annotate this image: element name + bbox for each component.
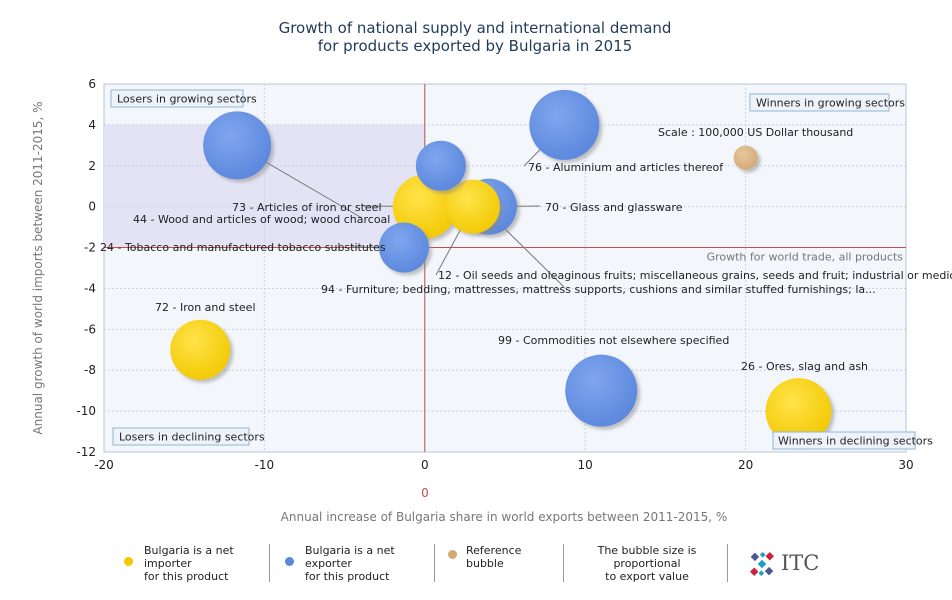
quadrant-text-top-right: Winners in growing sectors xyxy=(756,97,905,110)
itc-logo-mark-icon xyxy=(749,551,775,577)
x-tick-label: 20 xyxy=(738,458,753,472)
x-tick-label: 0 xyxy=(421,458,429,472)
chart-title-line1: Growth of national supply and internatio… xyxy=(279,19,672,37)
quadrant-text-bottom-left: Losers in declining sectors xyxy=(119,431,265,444)
quadrant-label-bottom-right: Winners in declining sectors xyxy=(772,431,933,450)
legend: Bulgaria is a net importer for this prod… xyxy=(112,544,832,584)
y-tick-label: 4 xyxy=(88,118,96,132)
exporter-legend-text: Bulgaria is a net exporter for this prod… xyxy=(305,544,430,583)
legend-divider xyxy=(269,544,270,582)
y-tick-label: -8 xyxy=(84,363,96,377)
bubble-labels: 26 - Ores, slag and ash 72 - Iron and ste… xyxy=(100,161,952,373)
x-tick-label: 30 xyxy=(898,458,913,472)
itc-logo-text: ITC xyxy=(781,551,820,575)
scale-label: Scale : 100,000 US Dollar thousand xyxy=(658,126,853,139)
quadrant-text-top-left: Losers in growing sectors xyxy=(117,93,257,106)
importer-legend-dot xyxy=(124,557,133,566)
bubble-26 xyxy=(765,378,832,445)
y-tick-label: 2 xyxy=(88,159,96,173)
itc-logo: ITC xyxy=(748,547,838,581)
bubble-12 xyxy=(445,179,500,234)
bubble-76 xyxy=(529,89,600,160)
exporter-legend-line2: for this product xyxy=(305,570,390,583)
bubble-44 xyxy=(203,111,272,180)
bubble-72 xyxy=(170,319,231,380)
legend-divider xyxy=(727,544,728,582)
importer-legend-text: Bulgaria is a net importer for this prod… xyxy=(144,544,264,583)
bubble-label-44: 44 - Wood and articles of wood; wood cha… xyxy=(133,213,390,226)
bubble-94 xyxy=(415,140,466,191)
bubble-label-76: 76 - Aluminium and articles thereof xyxy=(528,161,724,174)
x-tick-label: 10 xyxy=(578,458,593,472)
bubble-chart: Growth of national supply and internatio… xyxy=(31,19,952,524)
size-note-line1: The bubble size is proportional xyxy=(597,544,697,570)
reference-legend-dot xyxy=(448,550,457,559)
importer-legend-line1: Bulgaria is a net importer xyxy=(144,544,234,570)
legend-divider xyxy=(434,544,435,582)
quadrant-label-top-right: Winners in growing sectors xyxy=(749,93,905,112)
exporter-legend-dot xyxy=(285,557,294,566)
y-tick-label: 6 xyxy=(88,77,96,91)
legend-divider xyxy=(563,544,564,582)
importer-legend-line2: for this product xyxy=(144,570,229,583)
size-note: The bubble size is proportional to expor… xyxy=(567,544,727,583)
chart-title-line2: for products exported by Bulgaria in 201… xyxy=(318,37,633,55)
quadrant-text-bottom-right: Winners in declining sectors xyxy=(778,435,933,448)
bubble-label-72: 72 - Iron and steel xyxy=(155,301,256,314)
y-tick-label: -12 xyxy=(76,445,96,459)
bubble-label-12: 12 - Oil seeds and oleaginous fruits; mi… xyxy=(438,269,952,282)
y-axis-label: Annual growth of world imports between 2… xyxy=(31,101,45,434)
bubble-label-94: 94 - Furniture; bedding, mattresses, mat… xyxy=(321,283,876,296)
quadrant-label-top-left: Losers in growing sectors xyxy=(110,89,257,108)
bubble-24 xyxy=(378,222,429,273)
y-tick-label: 0 xyxy=(88,200,96,214)
bubbles xyxy=(170,89,832,445)
x-tick-label: -10 xyxy=(255,458,275,472)
x-tick-label: -20 xyxy=(94,458,114,472)
world-growth-line-label: Growth for world trade, all products xyxy=(707,251,904,264)
bubble-label-26: 26 - Ores, slag and ash xyxy=(741,360,868,373)
bubble-ref xyxy=(733,145,758,170)
y-tick-label: -10 xyxy=(76,404,96,418)
x-axis-label: Annual increase of Bulgaria share in wor… xyxy=(281,510,728,524)
y-tick-label: -6 xyxy=(84,322,96,336)
size-note-line2: to export value xyxy=(605,570,689,583)
y-tick-label: -2 xyxy=(84,241,96,255)
bubble-label-99: 99 - Commodities not elsewhere specified xyxy=(498,334,729,347)
x-zero-label: 0 xyxy=(421,486,429,500)
reference-legend-text: Reference bubble xyxy=(466,544,522,570)
exporter-legend-line1: Bulgaria is a net exporter xyxy=(305,544,395,570)
bubble-99 xyxy=(565,354,638,427)
bubble-label-73: 73 - Articles of iron or steel xyxy=(232,201,382,214)
quadrant-label-bottom-left: Losers in declining sectors xyxy=(112,427,265,446)
y-tick-label: -4 xyxy=(84,281,96,295)
bubble-label-70: 70 - Glass and glassware xyxy=(545,201,683,214)
bubble-label-24: 24 - Tobacco and manufactured tobacco su… xyxy=(100,241,386,254)
